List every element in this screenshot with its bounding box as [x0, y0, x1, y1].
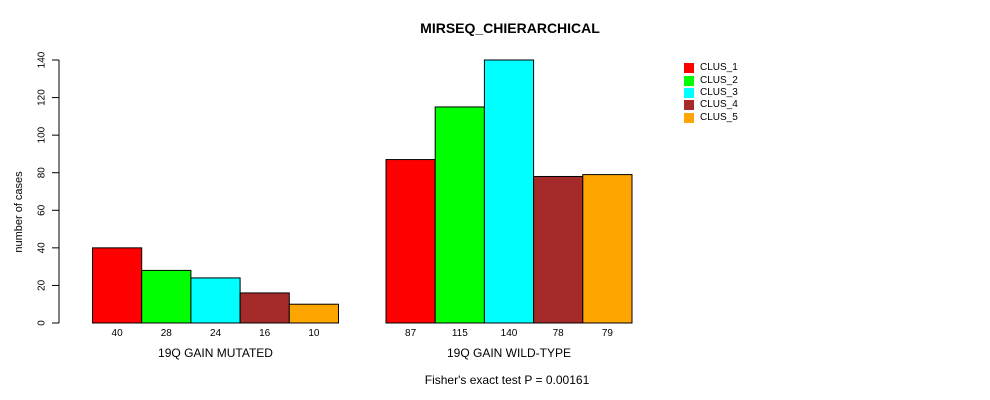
- bar-CLUS_2-wild-type: [434, 106, 485, 324]
- category-label: 19Q GAIN WILD-TYPE: [447, 346, 571, 360]
- bar-CLUS_4-wild-type: [533, 175, 584, 324]
- legend-label: CLUS_1: [700, 62, 738, 74]
- category-label: 19Q GAIN MUTATED: [158, 346, 273, 360]
- bar-value-label: 140: [501, 328, 518, 339]
- legend-item: CLUS_2: [684, 74, 738, 86]
- bar-value-label: 10: [308, 328, 320, 339]
- bar-CLUS_4-mutated: [239, 292, 290, 324]
- fisher-test-note: Fisher's exact test P = 0.00161: [425, 373, 590, 387]
- y-tick-label: 140: [37, 51, 48, 68]
- bar-CLUS_5-wild-type: [582, 174, 633, 324]
- chart-title: MIRSEQ_CHIERARCHICAL: [420, 20, 600, 36]
- legend-item: CLUS_1: [684, 62, 738, 74]
- legend-label: CLUS_4: [700, 99, 738, 111]
- legend-item: CLUS_3: [684, 87, 738, 99]
- y-tick-label: 0: [37, 320, 48, 326]
- bar-CLUS_3-wild-type: [483, 59, 535, 324]
- bar-value-label: 87: [405, 328, 417, 339]
- y-tick-label: 100: [37, 126, 48, 143]
- legend-swatch-CLUS_3: [684, 87, 694, 98]
- y-axis-title: number of cases: [13, 171, 25, 253]
- y-tick-label: 40: [37, 242, 48, 254]
- y-tick-label: 120: [37, 89, 48, 106]
- bar-CLUS_1-mutated: [92, 247, 143, 324]
- legend-label: CLUS_5: [700, 111, 738, 123]
- bar-CLUS_1-wild-type: [385, 159, 436, 324]
- y-tick-label: 20: [37, 279, 48, 291]
- bar-CLUS_5-mutated: [288, 303, 339, 324]
- legend-swatch-CLUS_5: [684, 112, 694, 123]
- bar-value-label: 115: [452, 328, 468, 339]
- legend-swatch-CLUS_4: [684, 100, 694, 111]
- legend-label: CLUS_2: [700, 74, 738, 86]
- bar-value-label: 40: [112, 328, 124, 339]
- bar-value-label: 78: [553, 328, 565, 339]
- legend-item: CLUS_5: [684, 112, 738, 124]
- bar-CLUS_3-mutated: [190, 277, 241, 324]
- bar-value-label: 79: [602, 328, 614, 339]
- bar-value-label: 16: [259, 328, 271, 339]
- legend-item: CLUS_4: [684, 99, 738, 111]
- y-tick-label: 80: [37, 167, 48, 179]
- bar-value-label: 28: [161, 328, 173, 339]
- legend-swatch-CLUS_2: [684, 75, 694, 86]
- legend-label: CLUS_3: [700, 86, 738, 98]
- legend: CLUS_1 CLUS_2 CLUS_3 CLUS_4 CLUS_5: [684, 62, 738, 124]
- legend-swatch-CLUS_1: [684, 63, 694, 74]
- y-tick-label: 60: [37, 204, 48, 216]
- bar-CLUS_2-mutated: [141, 269, 192, 324]
- bar-value-label: 24: [210, 328, 222, 339]
